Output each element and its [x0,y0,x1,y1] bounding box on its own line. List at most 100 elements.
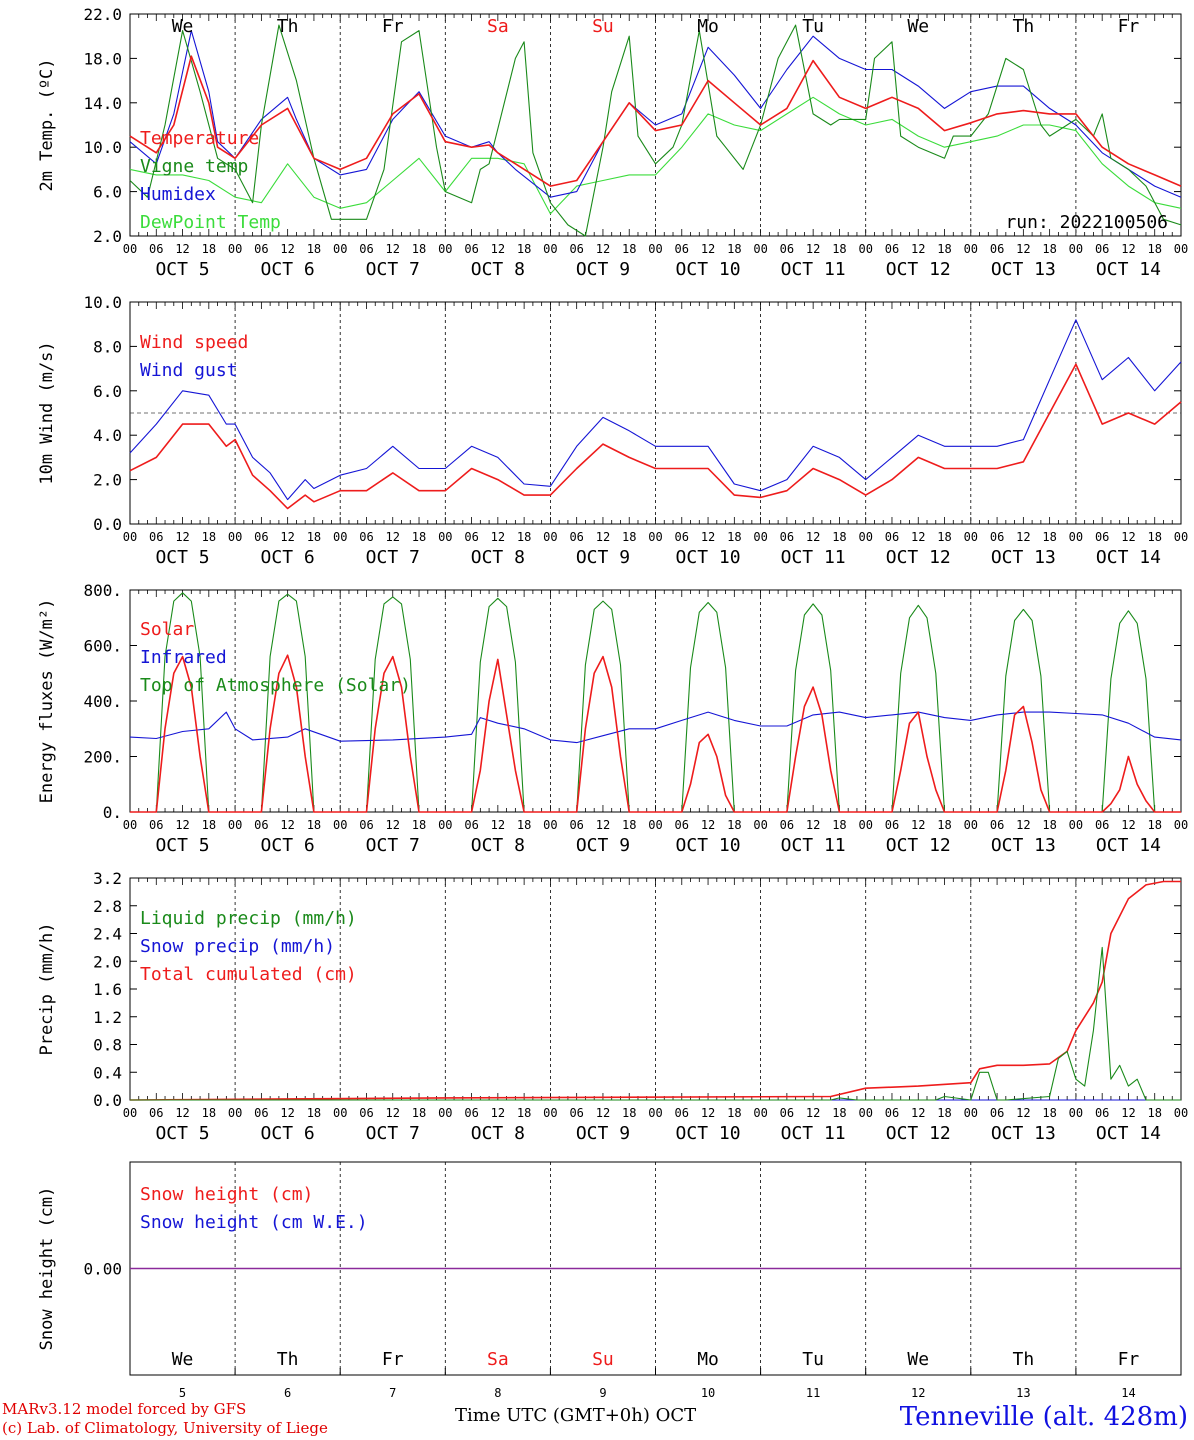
hour-tick-label: 18 [1042,1106,1056,1120]
weekday-label: Th [1013,16,1035,37]
hour-tick-label: 06 [1095,242,1109,256]
weekday-label: Th [1013,1349,1035,1370]
day-label: OCT 5 [155,1123,209,1144]
hour-tick-label: 00 [858,818,872,832]
hour-tick-label: 00 [1174,1106,1188,1120]
hour-tick-label: 12 [1016,1106,1030,1120]
hour-tick-label: 18 [1147,530,1161,544]
y-tick-label: 0.8 [93,1036,122,1055]
hour-tick-label: 00 [123,530,137,544]
legend-entry: Wind gust [140,360,238,381]
hour-tick-label: 18 [1147,242,1161,256]
hour-tick-label: 12 [596,530,610,544]
hour-tick-label: 06 [1095,818,1109,832]
hour-tick-label: 18 [1147,818,1161,832]
hour-tick-label: 18 [1042,530,1056,544]
weekday-label: Th [277,1349,299,1370]
hour-tick-label: 18 [937,1106,951,1120]
hour-tick-label: 18 [832,1106,846,1120]
hour-tick-label: 00 [753,1106,767,1120]
station-title: Tenneville (alt. 428m) [899,1402,1188,1432]
series-line-wind-gust [129,319,1182,501]
day-label: OCT 10 [676,1123,741,1144]
hour-tick-label: 18 [412,818,426,832]
hour-tick-label: 12 [806,818,820,832]
y-tick-label: 3.2 [93,869,122,888]
hour-tick-label: 18 [517,818,531,832]
hour-tick-label: 06 [149,242,163,256]
hour-tick-label: 06 [990,818,1004,832]
hour-tick-label: 00 [858,1106,872,1120]
panel-temperature: 00 06 12 18 00 06 12 18 00 06 12 18 00 06 12 18 00 06 12 18… [37,5,1188,280]
hour-tick-label: 18 [622,530,636,544]
hour-tick-label: 12 [386,1106,400,1120]
day-label: OCT 10 [676,259,741,280]
weekday-label: We [172,16,194,37]
hour-tick-label: 12 [280,530,294,544]
series-line-dewpoint-temp [129,96,1182,215]
hour-tick-label: 00 [753,818,767,832]
panel-wind: 00 06 12 18 00 06 12 18 00 06 12 18 00 06 12 18 00 06 12 18… [37,293,1188,568]
hour-tick-label: 18 [517,242,531,256]
hour-tick-label: 12 [1121,242,1135,256]
hour-tick-label: 00 [964,1106,978,1120]
day-label: OCT 8 [471,547,525,568]
hour-tick-label: 00 [333,530,347,544]
y-tick-label: 200. [83,748,122,767]
y-tick-label: 2.8 [93,897,122,916]
day-label: OCT 13 [991,1123,1056,1144]
hour-tick-label: 00 [333,242,347,256]
hour-tick-label: 00 [123,818,137,832]
hour-tick-label: 00 [648,242,662,256]
hour-tick-label: 18 [1147,1106,1161,1120]
hour-tick-label: 06 [885,1106,899,1120]
hour-tick-label: 12 [386,530,400,544]
y-tick-label: 0.4 [93,1063,122,1082]
hour-tick-label: 00 [228,242,242,256]
hour-tick-label: 12 [1121,818,1135,832]
hour-tick-label: 06 [359,818,373,832]
hour-tick-label: 06 [464,242,478,256]
day-label: OCT 14 [1096,547,1161,568]
day-label: OCT 7 [366,1123,420,1144]
hour-tick-label: 00 [648,818,662,832]
legend-entry: Temperature [140,128,259,149]
y-axis-label: 2m Temp. (ºC) [37,58,57,191]
y-tick-label: 2.0 [93,471,122,490]
hour-tick-label: 12 [701,242,715,256]
hour-tick-label: 06 [885,818,899,832]
hour-tick-label: 12 [596,242,610,256]
hour-tick-label: 06 [885,530,899,544]
day-label: OCT 12 [886,259,951,280]
hour-tick-label: 12 [911,818,925,832]
hour-tick-label: 00 [1174,242,1188,256]
y-tick-label: 800. [83,581,122,600]
hour-tick-label: 18 [727,530,741,544]
y-tick-label: 18.0 [83,49,122,68]
day-label: OCT 6 [261,835,315,856]
y-tick-label: 6.0 [93,382,122,401]
legend-entry: Snow precip (mm/h) [140,936,335,957]
weekday-label: Fr [382,16,404,37]
day-label: OCT 14 [1096,835,1161,856]
hour-tick-label: 18 [412,1106,426,1120]
hour-tick-label: 00 [964,242,978,256]
hour-tick-label: 18 [412,530,426,544]
hour-tick-label: 12 [491,530,505,544]
hour-tick-label: 18 [1042,818,1056,832]
day-label: OCT 10 [676,835,741,856]
legend-entry: Top of Atmosphere (Solar) [140,675,411,696]
day-number-label: 6 [284,1386,291,1400]
hour-tick-label: 12 [1016,530,1030,544]
hour-tick-label: 12 [1121,530,1135,544]
series-line-total-cumulated-cm- [129,880,1181,1101]
hour-tick-label: 06 [780,818,794,832]
legend-entry: Snow height (cm) [140,1184,313,1205]
hour-tick-label: 12 [491,818,505,832]
hour-tick-label: 18 [937,530,951,544]
day-label: OCT 12 [886,835,951,856]
hour-tick-label: 06 [254,818,268,832]
day-number-label: 5 [179,1386,186,1400]
day-label: OCT 14 [1096,1123,1161,1144]
hour-tick-label: 12 [911,1106,925,1120]
